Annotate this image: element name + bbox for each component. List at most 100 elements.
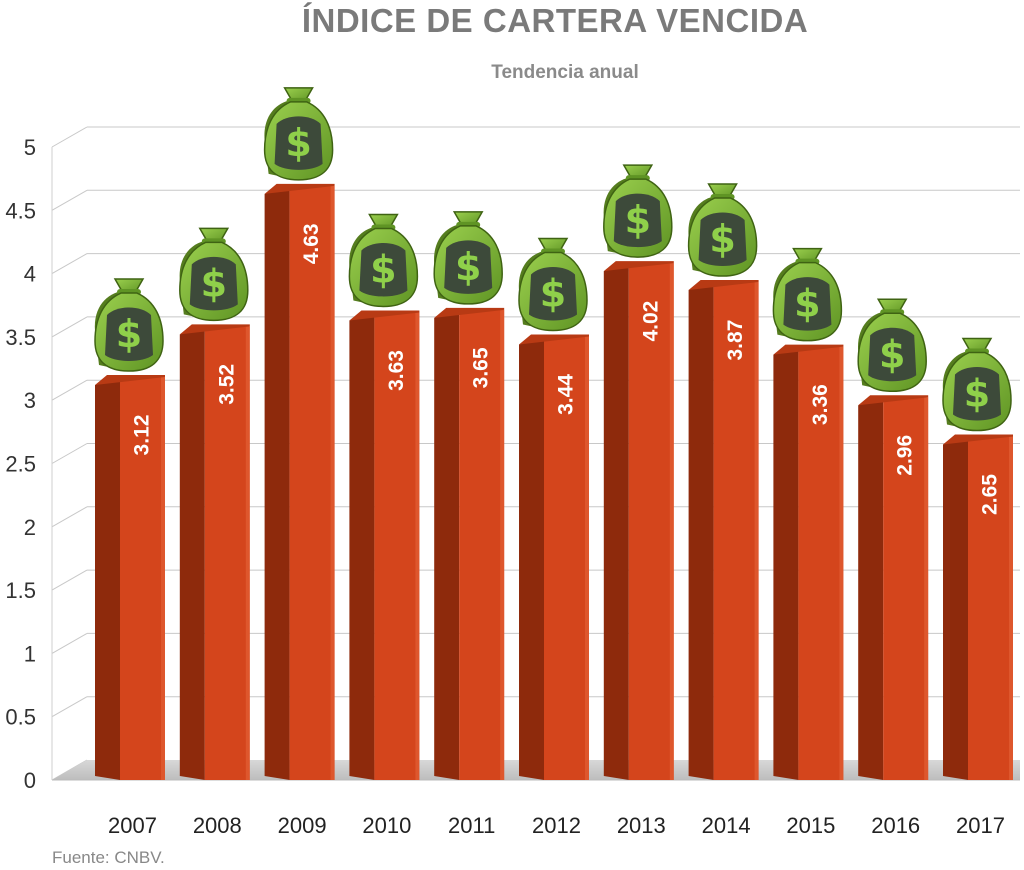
bars: 3.12 $3.52 $4.63 $3.63 $3.65 $3.44 $4.02 $3.87 $… <box>94 87 1013 781</box>
bar <box>713 282 759 780</box>
bar <box>204 326 250 780</box>
svg-text:$: $ <box>709 217 735 261</box>
money-bag-icon: $ <box>348 213 419 308</box>
bar-side <box>943 436 968 780</box>
y-tick-label: 3 <box>24 388 36 413</box>
bar-top <box>773 344 844 355</box>
money-bag-icon: $ <box>179 227 249 322</box>
chart-subtitle: Tendencia anual <box>491 62 639 83</box>
x-tick-label: 2013 <box>617 813 666 838</box>
money-bag-icon: $ <box>518 237 588 332</box>
money-bag-icon: $ <box>857 298 927 393</box>
money-bag-icon: $ <box>942 337 1012 432</box>
bar-highlight <box>839 346 844 780</box>
bar-highlight <box>585 336 589 780</box>
gridline-slant <box>51 443 88 464</box>
money-bag-icon: $ <box>687 183 758 277</box>
x-tick-label: 2007 <box>108 813 157 838</box>
bar-group: 3.36 $ <box>772 247 844 780</box>
bar-side <box>773 346 799 780</box>
x-axis-labels: 2007 2008 2009 2010 2011 2012 2013 2014 2015 2016… <box>108 813 1005 838</box>
x-tick-label: 2017 <box>956 813 1005 838</box>
gridline-slant <box>51 316 88 338</box>
money-bag-icon: $ <box>263 87 334 181</box>
data-label: 3.36 <box>809 384 832 425</box>
data-label: 4.02 <box>639 301 662 342</box>
data-label: 3.44 <box>555 374 578 415</box>
chart-title: ÍNDICE DE CARTERA VENCIDA <box>301 2 809 39</box>
data-label: 4.63 <box>300 223 323 264</box>
bar-top <box>858 395 929 406</box>
bar-group: 2.96 $ <box>857 298 929 780</box>
x-tick-label: 2012 <box>532 813 581 838</box>
bar <box>459 309 505 780</box>
y-tick-label: 0 <box>24 768 36 793</box>
svg-text:$: $ <box>540 271 566 315</box>
bar <box>968 436 1013 780</box>
bar-top <box>519 334 589 345</box>
y-tick-label: 4.5 <box>5 198 36 223</box>
bar-group: 3.65 $ <box>433 211 505 780</box>
svg-text:$: $ <box>116 312 142 356</box>
bar-top <box>349 310 420 321</box>
y-tick-label: 1.5 <box>5 578 36 603</box>
bar-group: 4.02 $ <box>603 164 674 780</box>
bar <box>798 346 844 780</box>
y-tick-label: 0.5 <box>5 705 36 730</box>
bar-top <box>179 324 250 335</box>
bar-top <box>603 261 674 272</box>
bar-highlight <box>924 397 929 780</box>
bar-group: 3.87 $ <box>687 183 759 780</box>
bar-top <box>434 307 505 318</box>
gridline-slant <box>51 379 88 401</box>
gridline-slant <box>51 696 88 718</box>
data-label: 3.63 <box>385 350 408 391</box>
y-tick-label: 2.5 <box>5 452 36 477</box>
bar-side <box>349 312 375 780</box>
bar-side <box>519 336 544 780</box>
gridline-slant <box>51 126 88 148</box>
svg-text:$: $ <box>285 121 311 165</box>
bar-top <box>943 434 1013 445</box>
bar <box>120 377 165 780</box>
y-tick-label: 1 <box>24 641 36 666</box>
bar-side <box>264 185 290 781</box>
bar-group: 3.44 $ <box>518 237 589 780</box>
x-tick-label: 2015 <box>786 813 835 838</box>
bar-group: 3.52 $ <box>179 227 250 780</box>
bar-top <box>95 375 165 386</box>
bar-side <box>95 377 120 780</box>
data-label: 3.52 <box>215 364 238 405</box>
x-tick-label: 2016 <box>871 813 920 838</box>
bar-highlight <box>415 312 420 780</box>
bar-highlight <box>245 326 250 780</box>
gridline-slant <box>51 632 88 654</box>
bar-top <box>688 280 759 291</box>
bar-highlight <box>1009 436 1013 780</box>
y-tick-label: 4 <box>24 262 36 287</box>
bar-group: 2.65 $ <box>942 337 1013 780</box>
bar <box>883 397 929 780</box>
x-tick-label: 2009 <box>278 813 327 838</box>
x-tick-label: 2014 <box>702 813 751 838</box>
gridline-slant <box>51 569 88 591</box>
bar-highlight <box>161 377 165 780</box>
bar-side <box>434 309 460 780</box>
gridline-slant <box>51 189 88 211</box>
x-tick-label: 2011 <box>448 813 495 838</box>
y-tick-label: 3.5 <box>5 325 36 350</box>
bar-group: 4.63 $ <box>263 87 335 781</box>
svg-text:$: $ <box>625 198 651 242</box>
money-bag-icon: $ <box>94 278 164 372</box>
money-bag-icon: $ <box>433 211 503 305</box>
y-tick-label: 2 <box>24 515 36 540</box>
svg-text:$: $ <box>370 247 396 291</box>
bar-side <box>688 282 714 780</box>
bar-highlight <box>669 263 674 780</box>
svg-text:$: $ <box>879 332 905 376</box>
data-label: 3.65 <box>470 347 493 388</box>
svg-text:$: $ <box>201 261 227 305</box>
data-label: 3.87 <box>724 320 747 361</box>
gridline-slant <box>51 253 88 275</box>
